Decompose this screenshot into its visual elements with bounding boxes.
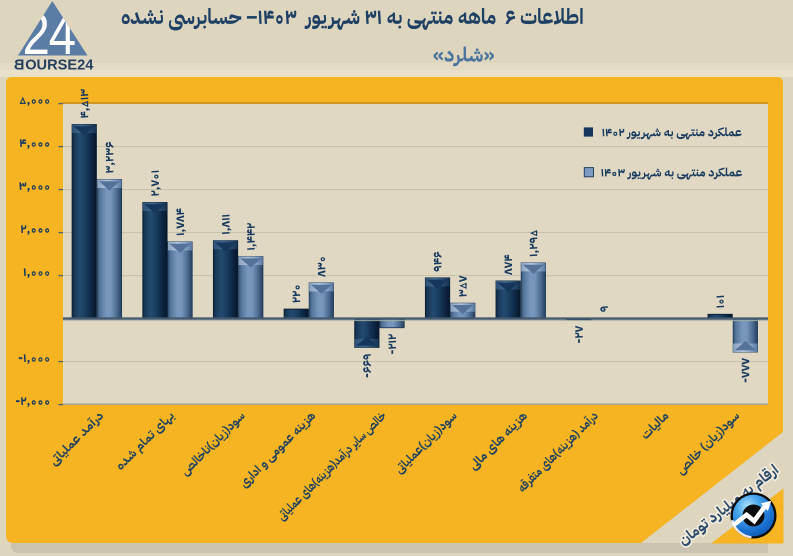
svg-text:OURSE24: OURSE24 [25, 57, 94, 73]
svg-text:B: B [14, 57, 25, 73]
